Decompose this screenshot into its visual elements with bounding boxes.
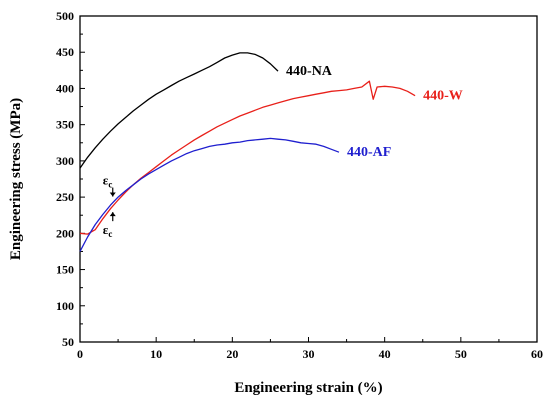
series-line-na (79, 52, 279, 169)
series-layer (79, 52, 416, 252)
y-tick-label: 400 (56, 81, 74, 95)
epsilon-c-label: εc (103, 222, 113, 239)
series-line-af (79, 137, 340, 252)
y-tick-label: 500 (56, 9, 74, 23)
y-tick-label: 300 (56, 154, 74, 168)
series-label-af: 440-AF (347, 145, 391, 160)
axes: 0 10 20 30 40 50 60 50 100 150 200 250 300 350 400 450 5… (56, 9, 543, 361)
x-axis-title: Engineering strain (%) (234, 380, 382, 396)
x-tick-label: 60 (531, 347, 543, 361)
x-tick-label: 30 (303, 347, 315, 361)
y-tick-label: 450 (56, 45, 74, 59)
x-tick-label: 50 (455, 347, 467, 361)
y-tick-label: 250 (56, 190, 74, 204)
series-label-w: 440-W (423, 89, 463, 104)
y-tick-label: 50 (62, 335, 74, 349)
y-axis-title: Engineering stress (MPa) (8, 98, 24, 260)
x-tick-label: 40 (379, 347, 391, 361)
y-tick-label: 150 (56, 263, 74, 277)
y-tick-label: 100 (56, 299, 74, 313)
y-tick-label: 350 (56, 118, 74, 132)
epsilon-c-arrowhead (109, 212, 116, 217)
y-tick-label: 200 (56, 226, 74, 240)
x-tick-label: 10 (150, 347, 162, 361)
labels-layer: 440-NA 440-W 440-AF εc εc (103, 64, 463, 239)
x-tick-label: 0 (77, 347, 83, 361)
x-tick-label: 20 (226, 347, 238, 361)
series-label-na: 440-NA (286, 64, 333, 79)
epsilon-c-arrowhead (109, 192, 116, 197)
epsilon-c-label: εc (103, 173, 113, 190)
